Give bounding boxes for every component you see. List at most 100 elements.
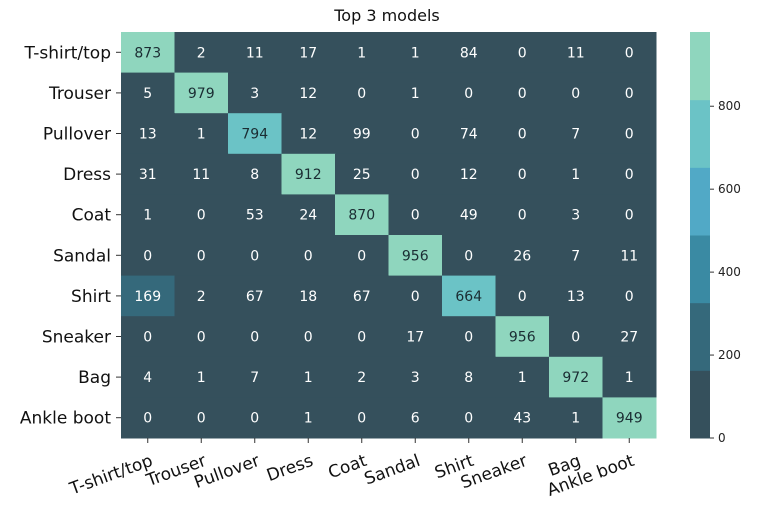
heatmap-cell xyxy=(602,235,657,277)
heatmap-cell xyxy=(121,72,175,114)
heatmap-cell xyxy=(495,153,550,195)
cell-value-label: 972 xyxy=(562,370,589,386)
cell-value-label: 870 xyxy=(348,208,375,224)
heatmap-cell xyxy=(121,316,175,358)
cell-value-label: 0 xyxy=(464,330,473,346)
cell-value-label: 1 xyxy=(304,370,313,386)
heatmap-cell xyxy=(228,316,282,358)
heatmap-cell xyxy=(228,275,282,317)
heatmap-cell xyxy=(335,275,389,317)
cell-value-label: 1 xyxy=(197,370,206,386)
heatmap-cell xyxy=(549,235,603,277)
cell-value-label: 0 xyxy=(625,208,634,224)
heatmap-cell xyxy=(388,397,443,439)
cell-value-label: 11 xyxy=(246,45,264,61)
heatmap-cell xyxy=(495,113,550,155)
cell-value-label: 0 xyxy=(304,248,313,264)
heatmap-cell xyxy=(121,113,175,155)
cell-value-label: 2 xyxy=(197,289,206,305)
heatmap-cells: 873 2 11 17 1 1 84 0 11 05 979 3 12 0 1 0 0 0 013 1 794 12 99 0… xyxy=(121,32,657,439)
cell-value-label: 0 xyxy=(625,289,634,305)
cell-value-label: 24 xyxy=(299,208,317,224)
heatmap-cell xyxy=(174,397,229,439)
heatmap-cell xyxy=(602,153,657,195)
cell-value-label: 0 xyxy=(518,86,527,102)
cell-value-label: 0 xyxy=(411,208,420,224)
colorbar-tick-label: 200 xyxy=(718,348,741,362)
cell-value-label: 0 xyxy=(625,45,634,61)
cell-value-label: 0 xyxy=(571,330,580,346)
x-tick-label: T-shirt/top xyxy=(66,451,155,500)
heatmap-cell xyxy=(281,316,336,358)
heatmap-cell xyxy=(442,194,496,236)
heatmap-cell xyxy=(549,275,603,317)
heatmap-cell xyxy=(549,72,603,114)
cell-value-label: 2 xyxy=(197,45,206,61)
y-tick-label: Sandal xyxy=(53,246,111,266)
colorbar: 0 200 400 600 800 xyxy=(690,32,741,445)
heatmap-cell xyxy=(281,72,336,114)
cell-value-label: 8 xyxy=(464,370,473,386)
y-tick-label: Trouser xyxy=(48,84,111,104)
heatmap-cell xyxy=(228,397,282,439)
cell-value-label: 11 xyxy=(192,167,210,183)
heatmap-cell xyxy=(442,72,496,114)
cell-value-label: 0 xyxy=(250,330,259,346)
y-tick-label: Coat xyxy=(72,206,112,226)
heatmap-cell xyxy=(281,397,336,439)
cell-value-label: 956 xyxy=(402,248,429,264)
cell-value-label: 3 xyxy=(411,370,420,386)
cell-value-label: 0 xyxy=(357,248,366,264)
heatmap-cell xyxy=(174,72,229,114)
heatmap-cell xyxy=(335,235,389,277)
cell-value-label: 0 xyxy=(411,127,420,143)
heatmap-cell xyxy=(549,153,603,195)
y-tick-label: T-shirt/top xyxy=(23,43,111,63)
cell-value-label: 0 xyxy=(518,127,527,143)
cell-value-label: 0 xyxy=(518,208,527,224)
heatmap-cell xyxy=(495,235,550,277)
heatmap-cell xyxy=(335,194,389,236)
y-tick-label: Shirt xyxy=(71,287,111,307)
cell-value-label: 956 xyxy=(509,330,536,346)
cell-value-label: 12 xyxy=(299,86,317,102)
heatmap-cell xyxy=(442,113,496,155)
heatmap-cell xyxy=(442,356,496,398)
cell-value-label: 873 xyxy=(134,45,161,61)
heatmap-cell xyxy=(281,275,336,317)
cell-value-label: 0 xyxy=(625,127,634,143)
heatmap-cell xyxy=(335,397,389,439)
heatmap-cell xyxy=(388,194,443,236)
heatmap-cell xyxy=(335,113,389,155)
heatmap-cell xyxy=(228,72,282,114)
heatmap-cell xyxy=(388,316,443,358)
cell-value-label: 67 xyxy=(246,289,264,305)
heatmap-cell xyxy=(228,194,282,236)
cell-value-label: 3 xyxy=(571,208,580,224)
heatmap-cell xyxy=(442,32,496,74)
cell-value-label: 1 xyxy=(304,411,313,427)
cell-value-label: 1 xyxy=(571,167,580,183)
heatmap-cell xyxy=(602,194,657,236)
cell-value-label: 26 xyxy=(513,248,531,264)
y-tick-label: Ankle boot xyxy=(20,409,111,429)
heatmap-cell xyxy=(442,397,496,439)
cell-value-label: 0 xyxy=(197,208,206,224)
cell-value-label: 0 xyxy=(250,248,259,264)
heatmap-cell xyxy=(495,275,550,317)
heatmap-cell xyxy=(602,316,657,358)
colorbar-band xyxy=(690,370,710,439)
cell-value-label: 99 xyxy=(353,127,371,143)
heatmap-cell xyxy=(442,153,496,195)
cell-value-label: 3 xyxy=(250,86,259,102)
cell-value-label: 1 xyxy=(571,411,580,427)
heatmap-cell xyxy=(602,113,657,155)
heatmap-cell xyxy=(281,235,336,277)
heatmap-cell xyxy=(388,153,443,195)
cell-value-label: 27 xyxy=(620,330,638,346)
heatmap-cell xyxy=(388,72,443,114)
cell-value-label: 84 xyxy=(460,45,478,61)
cell-value-label: 0 xyxy=(518,45,527,61)
cell-value-label: 979 xyxy=(188,86,215,102)
cell-value-label: 12 xyxy=(460,167,478,183)
